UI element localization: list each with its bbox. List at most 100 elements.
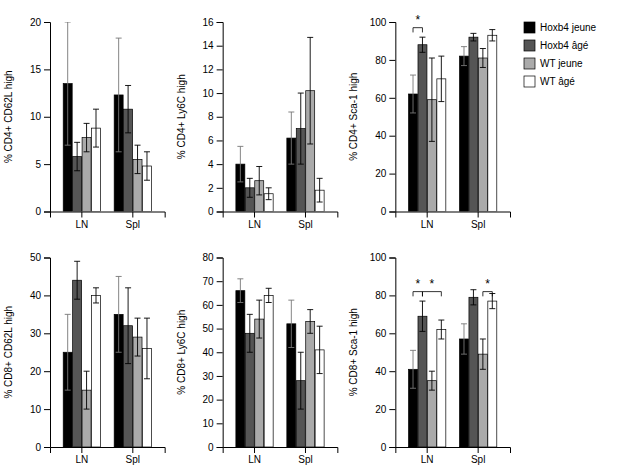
bar [418, 45, 427, 212]
x-axis: LNSpl [223, 212, 338, 230]
x-tick-label: LN [248, 454, 261, 465]
y-axis-title: % CD8+ Ly6C high [176, 310, 187, 395]
error-bar [288, 300, 294, 347]
x-tick: LN [75, 212, 88, 230]
plot-area [63, 261, 151, 447]
y-tick-mark [44, 371, 50, 372]
x-tick: LN [75, 447, 88, 465]
legend-label: Hoxb4 jeune [540, 22, 597, 33]
y-tick-label: 10 [203, 418, 215, 429]
y-tick: 20 [203, 394, 223, 405]
y-axis-title: % CD4+ Ly6C high [176, 74, 187, 159]
x-axis-line [223, 212, 338, 218]
x-tick-label: LN [75, 454, 88, 465]
x-tick-label: LN [421, 454, 434, 465]
x-tick: Spl [126, 212, 140, 230]
x-tick-label: Spl [298, 219, 312, 230]
y-tick: 8 [208, 111, 223, 122]
y-tick: 50 [203, 323, 223, 334]
error-bar [317, 178, 323, 202]
y-tick-mark [217, 212, 223, 213]
bar [236, 291, 245, 447]
y-axis-line [217, 23, 224, 213]
y-tick-label: 5 [35, 159, 41, 170]
y-tick: 60 [375, 93, 395, 104]
y-tick-mark [217, 376, 223, 377]
legend-swatch [524, 40, 535, 51]
x-tick: Spl [298, 212, 312, 230]
y-tick-label: 60 [203, 300, 215, 311]
y-tick-mark [389, 98, 395, 99]
error-bar [247, 314, 253, 352]
x-tick-label: Spl [126, 219, 140, 230]
x-tick: LN [421, 447, 434, 465]
y-tick: 20 [375, 404, 395, 415]
y-axis-title: % CD8+ Sca-1 high [348, 308, 359, 396]
y-tick: 60 [375, 328, 395, 339]
y-tick-label: 80 [375, 55, 387, 66]
panel: 020406080100LNSpl% CD8+ Sca-1 high*** [348, 252, 510, 465]
significance-bracket [422, 292, 441, 297]
x-axis-line [223, 448, 338, 454]
bar [306, 321, 315, 447]
error-bar [438, 56, 444, 101]
y-tick-mark [44, 333, 50, 334]
legend-swatch [524, 58, 535, 69]
significance-label: * [415, 13, 420, 27]
y-axis: 0246810121416 [203, 17, 224, 218]
x-tick-label: LN [75, 219, 88, 230]
error-bar [307, 37, 313, 144]
error-bar [480, 339, 486, 369]
error-bar [74, 142, 80, 170]
error-bar [410, 75, 416, 113]
bar [478, 58, 487, 211]
y-tick-mark [44, 117, 50, 118]
error-bar [144, 152, 150, 180]
error-bar [298, 352, 304, 409]
y-tick-label: 14 [203, 40, 215, 51]
y-tick-mark [217, 164, 223, 165]
y-tick: 60 [203, 300, 223, 311]
significance-bracket [483, 292, 492, 297]
y-tick: 100 [370, 252, 396, 263]
significance-bracket [413, 28, 422, 33]
y-tick: 20 [30, 17, 50, 28]
y-axis-line [217, 258, 224, 448]
x-axis: LNSpl [223, 447, 338, 465]
panel: 05101520LNSpl% CD4+ CD62L high [3, 17, 165, 230]
y-axis-title: % CD4+ Sca-1 high [348, 73, 359, 161]
y-tick-label: 0 [381, 442, 387, 453]
y-axis: 01020304050 [30, 252, 51, 453]
y-tick-mark [389, 174, 395, 175]
bar [427, 381, 436, 447]
x-tick: Spl [471, 447, 485, 465]
y-tick: 14 [203, 40, 223, 51]
y-tick-label: 12 [203, 64, 215, 75]
y-tick-mark [389, 371, 395, 372]
y-tick: 80 [375, 290, 395, 301]
y-tick-mark [389, 447, 395, 448]
y-tick-mark [217, 329, 223, 330]
y-tick-label: 60 [375, 328, 387, 339]
x-tick: LN [421, 212, 434, 230]
y-tick-mark [389, 409, 395, 410]
y-tick: 0 [35, 206, 50, 217]
y-tick-label: 80 [203, 252, 215, 263]
y-axis-title: % CD4+ CD62L high [3, 70, 14, 163]
x-tick-mark [305, 447, 306, 453]
error-bar [438, 320, 444, 339]
y-tick-mark [217, 447, 223, 448]
x-tick-mark [81, 447, 82, 453]
x-tick-label: Spl [126, 454, 140, 465]
y-tick-mark [389, 258, 395, 259]
y-tick-label: 0 [208, 442, 214, 453]
y-tick-label: 20 [375, 168, 387, 179]
error-bar [65, 314, 71, 390]
y-tick-mark [44, 258, 50, 259]
y-tick: 40 [203, 347, 223, 358]
bar [264, 295, 273, 447]
error-bar [74, 261, 80, 299]
legend-swatch [524, 22, 535, 33]
y-tick: 10 [30, 404, 50, 415]
y-tick-label: 0 [35, 442, 41, 453]
